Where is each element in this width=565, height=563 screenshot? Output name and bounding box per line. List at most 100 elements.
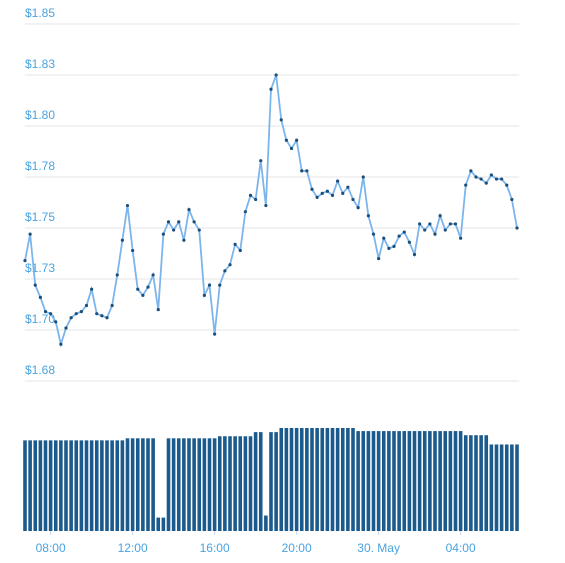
price-point [90,287,94,291]
price-point [494,177,499,181]
volume-bar [197,438,202,531]
price-point [218,283,222,287]
volume-bar [448,431,453,531]
volume-bar [422,431,427,531]
price-point [49,312,53,316]
price-point [120,238,124,242]
volume-bar [264,515,268,531]
volume-bar [305,428,309,531]
price-point [443,228,447,232]
price-point [500,177,504,181]
volume-bar [335,428,340,531]
volume-bar [130,438,135,531]
volume-bar [79,440,84,531]
volume-bar [161,517,166,531]
price-point [484,181,488,185]
volume-bar [233,436,237,531]
volume-bar [376,431,381,531]
volume-bar [100,440,104,531]
volume-bar [504,444,509,531]
price-point [115,273,119,277]
price-point [505,183,509,187]
volume-bar [94,440,99,531]
volume-bar [69,440,73,531]
volume-bar [387,431,391,531]
volume-bar [84,440,89,531]
volume-bar [135,438,140,531]
price-point [100,314,104,318]
volume-bar [494,444,499,531]
price-point [166,220,171,224]
price-point [59,342,63,346]
volume-bar [248,436,253,531]
price-point [474,175,478,179]
price-point [269,87,273,91]
volume-bar [371,431,376,531]
price-point [259,159,263,163]
volume-bar [381,431,386,531]
volume-bar [187,438,191,531]
volume-bar [223,436,227,531]
volume-bar [125,438,130,531]
volume-bar [428,431,432,531]
price-point [325,189,329,193]
price-point [310,187,314,191]
x-tick-label: 12:00 [118,541,148,555]
price-point [438,214,442,218]
price-point [412,252,417,257]
price-point [279,118,283,122]
price-point [274,73,278,77]
y-tick-label: $1.68 [25,363,55,377]
price-point [315,195,319,199]
volume-bar [151,438,155,531]
volume-bar [217,436,222,531]
price-point [125,203,130,208]
y-tick-label: $1.80 [25,108,55,122]
price-point [202,293,206,297]
price-point [182,238,186,242]
price-point [156,308,160,312]
volume-bar [253,432,258,531]
price-point [320,191,324,195]
volume-bar [320,428,325,531]
volume-bar [443,431,448,531]
price-point [223,269,227,273]
volume-bar [192,438,196,531]
price-point [172,228,176,232]
price-point [105,316,109,320]
price-point [356,206,360,210]
price-point [453,222,458,226]
y-tick-label: $1.70 [25,312,55,326]
volume-bar [38,440,43,531]
price-point [110,303,114,308]
price-point [177,220,181,224]
volume-bar [489,444,494,531]
price-point [74,312,78,316]
price-point [187,208,191,212]
y-tick-label: $1.85 [25,6,55,20]
y-tick-label: $1.73 [25,261,55,275]
price-point [264,203,268,208]
price-point [300,169,304,173]
volume-bar [397,431,401,531]
price-point [254,197,258,202]
volume-bar [146,438,150,531]
volume-bar [243,436,248,531]
price-point [407,240,411,244]
price-point [464,183,468,187]
price-point [95,312,99,316]
volume-bar [166,438,171,531]
price-point [141,293,145,297]
volume-bar [228,436,232,531]
volume-bar [463,435,468,531]
volume-bar [202,438,207,531]
x-tick-label: 08:00 [36,541,66,555]
volume-bar [212,438,217,531]
volume-bar [310,428,314,531]
x-tick-label: 16:00 [200,541,230,555]
volume-bar [361,431,366,531]
volume-bar [510,444,514,531]
volume-bar [23,440,27,531]
price-point [336,179,340,183]
